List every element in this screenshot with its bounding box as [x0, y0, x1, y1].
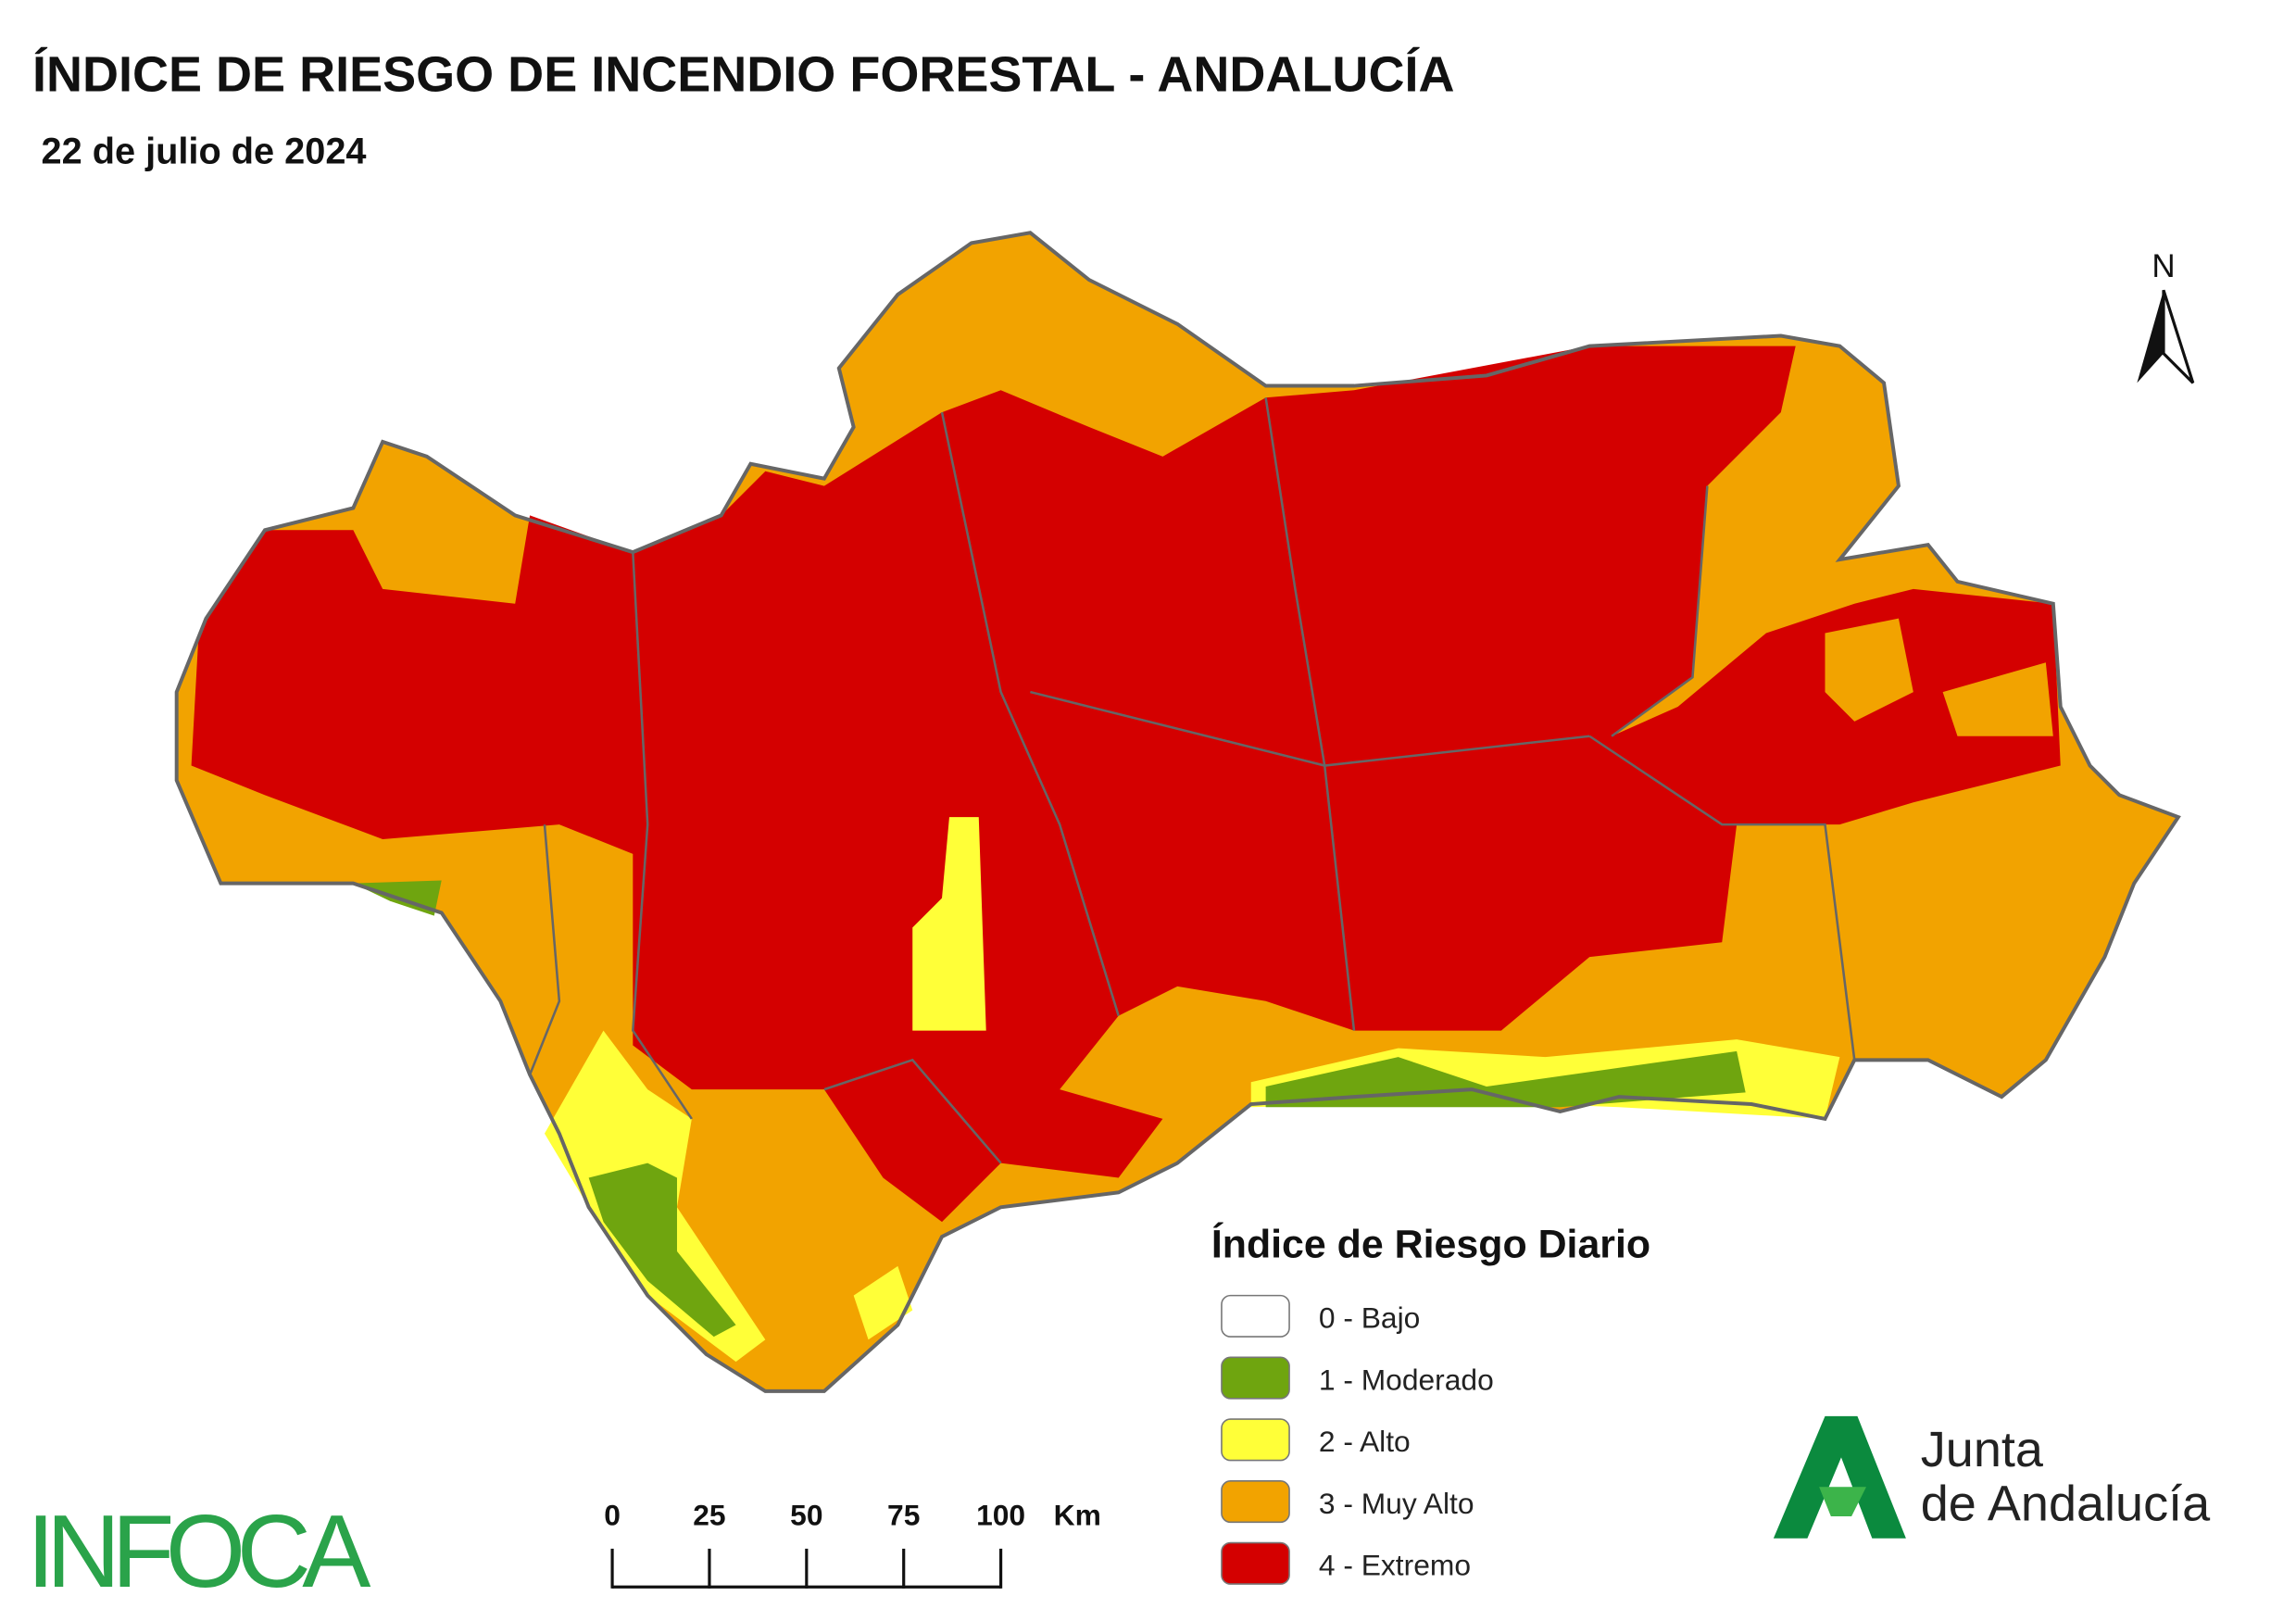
border [1264, 397, 1356, 1031]
border [940, 411, 1120, 1017]
map-title: ÍNDICE DE RIESGO DE INCENDIO FORESTAL - … [32, 47, 1455, 103]
legend-label: 0 - Bajo [1319, 1301, 1420, 1335]
junta-logo-mark [1773, 1415, 1906, 1539]
border [1611, 485, 1709, 737]
north-arrow-left [2137, 290, 2164, 383]
border [632, 552, 693, 1120]
scale-label: 25 [693, 1499, 725, 1532]
legend-label: 3 - Muy Alto [1319, 1487, 1474, 1520]
border [528, 823, 561, 1075]
north-arrow: N [2137, 248, 2195, 384]
legend-label: 4 - Extremo [1319, 1549, 1471, 1582]
legend-swatch [1221, 1541, 1290, 1585]
province-borders [528, 397, 1856, 1164]
scale-label: 100 [976, 1499, 1025, 1532]
region-alto [853, 1265, 913, 1340]
legend-swatch [1221, 1480, 1290, 1524]
legend-swatch [1221, 1294, 1290, 1338]
scale-label: 50 [790, 1499, 822, 1532]
junta-logo-mark [1819, 1487, 1866, 1516]
andalucia-map [174, 231, 2181, 1393]
infoca-logo: INFOCA [27, 1493, 371, 1609]
map-subtitle: 22 de julio de 2024 [41, 132, 366, 172]
legend-label: 1 - Moderado [1319, 1363, 1494, 1396]
legend-swatch [1221, 1356, 1290, 1400]
scale-unit: Km [1054, 1499, 1101, 1532]
region-alto [912, 817, 986, 1031]
north-label: N [2152, 248, 2175, 284]
map-outline [174, 231, 2181, 1393]
region-muy-alto [1825, 618, 1913, 722]
junta-logo-text: Junta [1921, 1422, 2044, 1477]
scale-bar: 0 25 50 75 100 Km [604, 1499, 1101, 1589]
north-arrow-right [2162, 289, 2195, 384]
region-extremo [191, 346, 2061, 1223]
junta-logo: Junta de Andalucía [1773, 1415, 2211, 1539]
border [1030, 690, 1590, 767]
legend: Índice de Riesgo Diario 0 - Bajo 1 - Mode… [1211, 1222, 1650, 1585]
scale-label: 75 [887, 1499, 920, 1532]
border [823, 1058, 1002, 1164]
scale-label: 0 [604, 1499, 621, 1532]
border [1588, 735, 1856, 1061]
region-muy-alto [1942, 662, 2053, 736]
legend-title: Índice de Riesgo Diario [1211, 1222, 1650, 1266]
legend-swatch [1221, 1418, 1290, 1462]
region-moderado [588, 1162, 736, 1338]
legend-label: 2 - Alto [1319, 1425, 1411, 1458]
junta-logo-text: de Andalucía [1921, 1476, 2211, 1532]
